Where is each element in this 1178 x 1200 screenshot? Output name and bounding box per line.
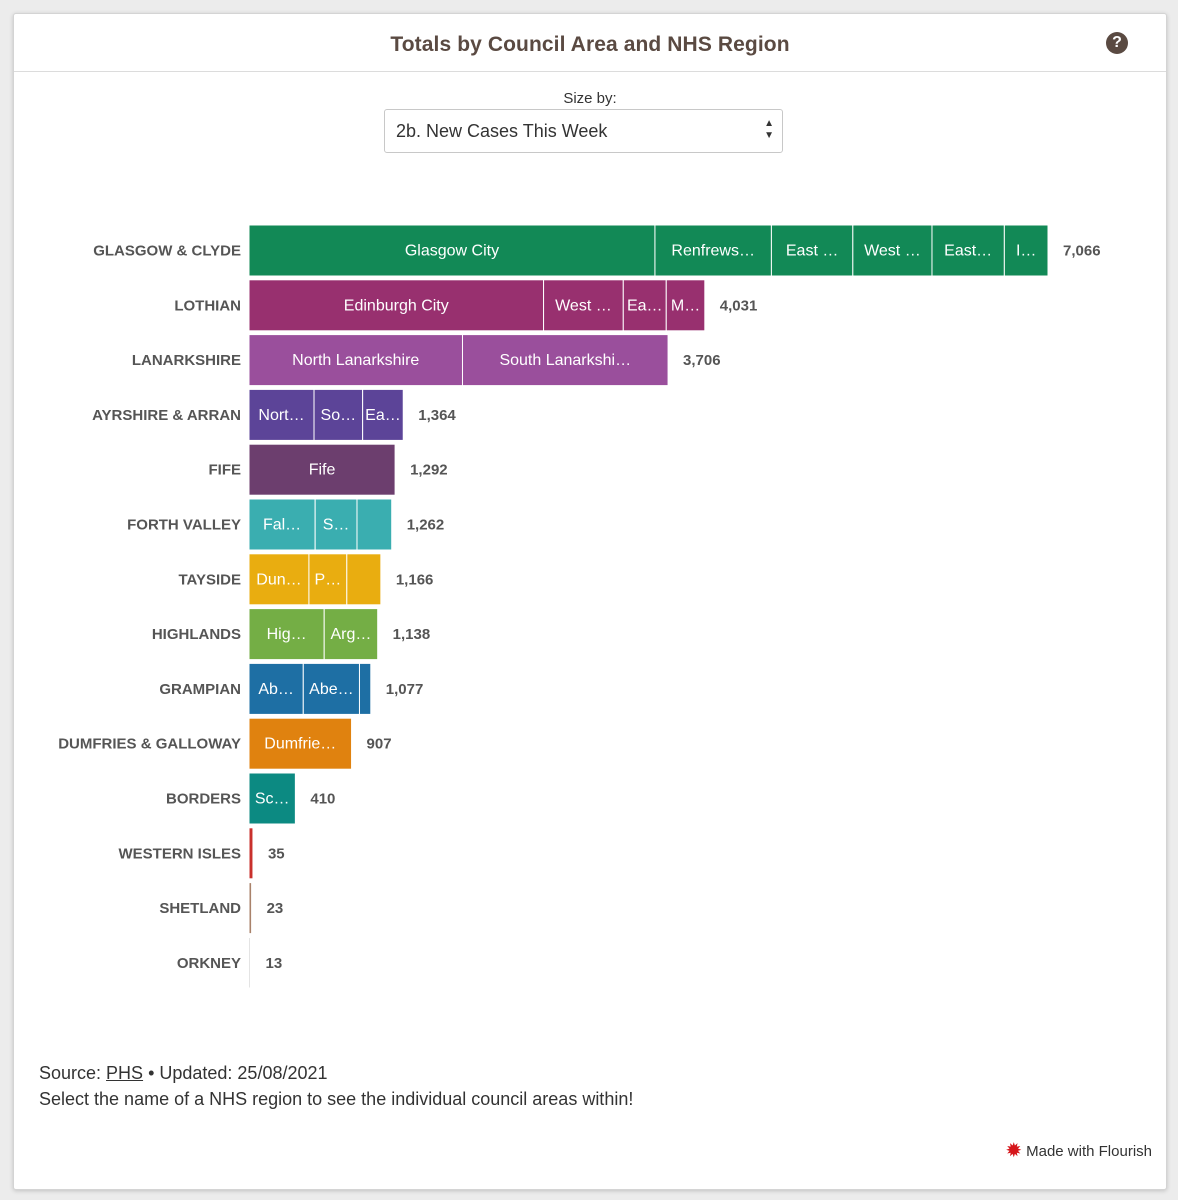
total-value-label: 7,066: [1063, 243, 1101, 260]
total-value-label: 13: [266, 955, 283, 972]
category-label[interactable]: FORTH VALLEY: [127, 517, 241, 534]
category-label[interactable]: LANARKSHIRE: [132, 352, 241, 369]
segment-label: South Lanarkshi…: [499, 352, 631, 369]
bar-segment[interactable]: [461, 334, 669, 387]
segment-label: I…: [1016, 243, 1036, 260]
category-label[interactable]: GLASGOW & CLYDE: [93, 243, 241, 260]
bar-segment[interactable]: [248, 608, 325, 661]
total-value-label: 1,138: [393, 626, 431, 643]
segment-label: Abe…: [309, 681, 353, 698]
category-label[interactable]: GRAMPIAN: [159, 681, 241, 698]
segment-label: West …: [555, 297, 612, 314]
bar-segment[interactable]: [665, 279, 706, 332]
segment-label: Arg…: [330, 626, 371, 643]
segment-label: Ea…: [365, 407, 401, 424]
bar-segment[interactable]: [248, 717, 353, 770]
category-label[interactable]: BORDERS: [166, 791, 241, 808]
total-value-label: 1,364: [418, 407, 456, 424]
source-updated: • Updated: 25/08/2021: [143, 1063, 328, 1083]
segment-label: Dumfrie…: [264, 736, 336, 753]
bar-segment[interactable]: [248, 936, 251, 989]
source-prefix: Source:: [39, 1063, 107, 1083]
question-circle-icon[interactable]: ?: [1106, 32, 1128, 54]
category-label[interactable]: FIFE: [209, 462, 242, 479]
made-with-flourish-link[interactable]: ✹ Made with Flourish: [1005, 1140, 1152, 1162]
chart-card: Totals by Council Area and NHS Region ? …: [13, 13, 1167, 1190]
bar-segment[interactable]: [313, 388, 364, 441]
bar-segment[interactable]: [248, 772, 296, 825]
total-value-label: 4,031: [720, 297, 758, 314]
category-label[interactable]: SHETLAND: [159, 900, 241, 917]
bar-segment[interactable]: [248, 882, 253, 935]
bar-segment[interactable]: [248, 662, 304, 715]
category-label[interactable]: HIGHLANDS: [152, 626, 241, 643]
category-label[interactable]: AYRSHIRE & ARRAN: [92, 407, 241, 424]
category-label[interactable]: WESTERN ISLES: [118, 845, 241, 862]
segment-label: Ab…: [258, 681, 294, 698]
segment-label: Nort…: [258, 407, 304, 424]
select-arrows-icon: ▲ ▼: [764, 118, 774, 141]
bar-segment[interactable]: [362, 388, 404, 441]
segment-label: West …: [864, 243, 921, 260]
category-label[interactable]: LOTHIAN: [174, 297, 241, 314]
segment-label: Fal…: [263, 517, 301, 534]
segment-label: Ea…: [627, 297, 663, 314]
total-value-label: 907: [367, 736, 392, 753]
bar-segment[interactable]: [931, 224, 1005, 277]
segment-label: P…: [315, 571, 342, 588]
category-label[interactable]: ORKNEY: [177, 955, 241, 972]
bar-segment[interactable]: [323, 608, 379, 661]
chart-header: Totals by Council Area and NHS Region ?: [14, 14, 1166, 72]
total-value-label: 1,292: [410, 462, 448, 479]
segment-label: M…: [671, 297, 700, 314]
bar-segment[interactable]: [1003, 224, 1049, 277]
bar-segment[interactable]: [248, 827, 254, 880]
total-value-label: 1,166: [396, 571, 434, 588]
segment-label: North Lanarkshire: [292, 352, 419, 369]
segment-label: Fife: [309, 462, 336, 479]
total-value-label: 410: [310, 791, 335, 808]
bar-segment[interactable]: [248, 388, 315, 441]
footer-note: Select the name of a NHS region to see t…: [39, 1089, 634, 1109]
segment-label: Edinburgh City: [344, 297, 449, 314]
size-by-label: Size by:: [563, 90, 617, 107]
bar-segment[interactable]: [356, 498, 393, 551]
segment-label: Dun…: [256, 571, 301, 588]
bar-segment[interactable]: [248, 498, 316, 551]
total-value-label: 1,077: [386, 681, 424, 698]
source-link[interactable]: PHS: [106, 1063, 144, 1083]
bar-segment[interactable]: [358, 662, 372, 715]
total-value-label: 3,706: [683, 352, 721, 369]
made-with-flourish-label: Made with Flourish: [1026, 1142, 1152, 1160]
category-label[interactable]: DUMFRIES & GALLOWAY: [58, 736, 241, 753]
segment-label: So…: [321, 407, 357, 424]
flourish-star-icon: ✹: [1005, 1140, 1023, 1162]
segment-label: Renfrews…: [671, 243, 755, 260]
bar-chart: GLASGOW & CLYDE Glasgow City Renfrews… East…: [58, 224, 1101, 989]
chart-title: Totals by Council Area and NHS Region: [390, 33, 790, 56]
bar-segment[interactable]: [248, 279, 545, 332]
bar-segment[interactable]: [248, 224, 656, 277]
bar-segment[interactable]: [346, 553, 382, 606]
category-label[interactable]: TAYSIDE: [178, 571, 241, 588]
segment-label: East …: [786, 243, 838, 260]
total-value-label: 1,262: [407, 517, 445, 534]
bar-segment[interactable]: [302, 662, 360, 715]
segment-label: S…: [323, 517, 350, 534]
segment-label: Glasgow City: [405, 243, 499, 260]
size-by-selected-value: 2b. New Cases This Week: [396, 121, 608, 141]
bar-segment[interactable]: [248, 334, 463, 387]
total-value-label: 35: [268, 845, 285, 862]
bar-segment[interactable]: [543, 279, 624, 332]
bar-segment[interactable]: [248, 443, 396, 496]
segment-label: Hig…: [267, 626, 307, 643]
segment-label: East…: [944, 243, 992, 260]
bar-segment[interactable]: [248, 553, 310, 606]
size-by-select[interactable]: 2b. New Cases This Week ▲ ▼: [384, 109, 783, 153]
source-line: Source: PHS • Updated: 25/08/2021: [39, 1063, 328, 1084]
total-value-label: 23: [267, 900, 284, 917]
bar-segment[interactable]: [314, 498, 358, 551]
segment-label: Sc…: [255, 791, 290, 808]
